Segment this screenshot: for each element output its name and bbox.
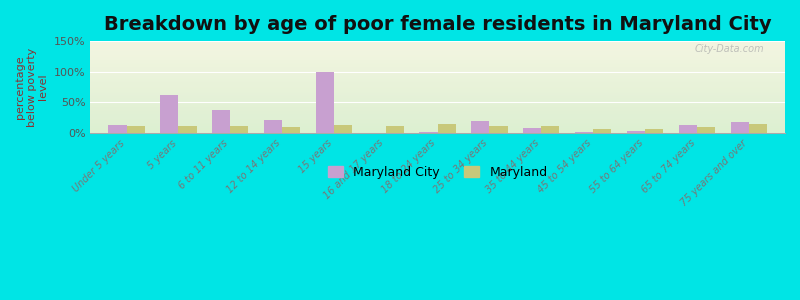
- Title: Breakdown by age of poor female residents in Maryland City: Breakdown by age of poor female resident…: [104, 15, 771, 34]
- Bar: [490, 126, 508, 133]
- Bar: [542, 126, 559, 133]
- Bar: [749, 124, 767, 133]
- Bar: [593, 129, 611, 133]
- Bar: [108, 125, 126, 133]
- Bar: [438, 124, 456, 133]
- Bar: [282, 127, 300, 133]
- Legend: Maryland City, Maryland: Maryland City, Maryland: [322, 161, 553, 184]
- Bar: [575, 132, 593, 133]
- Bar: [697, 127, 715, 133]
- Bar: [126, 126, 145, 133]
- Bar: [730, 122, 749, 133]
- Bar: [627, 130, 645, 133]
- Bar: [386, 126, 404, 133]
- Bar: [212, 110, 230, 133]
- Bar: [230, 126, 248, 133]
- Bar: [471, 121, 490, 133]
- Text: City-Data.com: City-Data.com: [694, 44, 764, 54]
- Bar: [523, 128, 542, 133]
- Bar: [160, 95, 178, 133]
- Y-axis label: percentage
below poverty
level: percentage below poverty level: [15, 47, 48, 127]
- Bar: [316, 72, 334, 133]
- Bar: [678, 125, 697, 133]
- Bar: [264, 120, 282, 133]
- Bar: [178, 126, 197, 133]
- Bar: [645, 129, 663, 133]
- Bar: [419, 132, 438, 133]
- Bar: [334, 125, 352, 133]
